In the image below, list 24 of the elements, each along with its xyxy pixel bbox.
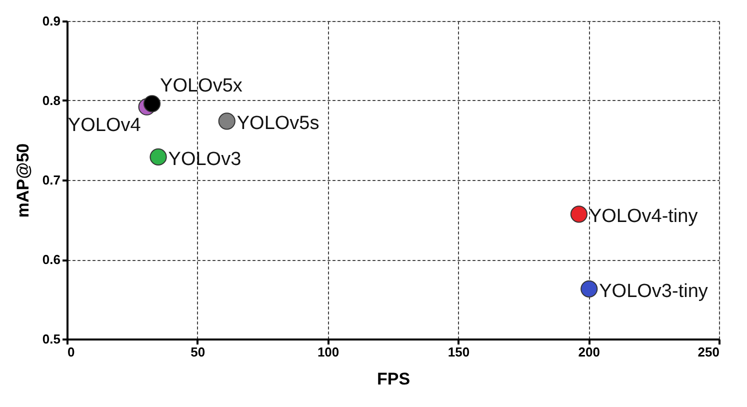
point (580, 280, 598, 298)
x-axis-title: FPS (376, 370, 410, 388)
y-tick-label: 0.8 (42, 93, 60, 108)
point (150, 148, 167, 166)
point (218, 112, 236, 130)
series-label: YOLOv5x (160, 76, 243, 97)
series-label: YOLOv4-tiny (588, 206, 698, 228)
point (570, 206, 588, 223)
series-label: YOLOv5s (236, 113, 320, 134)
y-tick-label: 0.5 (42, 332, 60, 346)
x-tick-label: 0 (68, 344, 75, 360)
y-tick-label: 0.9 (42, 14, 60, 28)
x-tick-label: 250 (698, 344, 720, 360)
x-tick-label: 150 (448, 344, 470, 360)
x-tick-label: 100 (317, 344, 340, 360)
y-tick-label: 0.6 (42, 252, 60, 267)
x-tick-label: 50 (190, 344, 206, 360)
series-label: YOLOv3-tiny (599, 280, 708, 302)
y-axis-title: mAP@50 (13, 143, 32, 218)
series-label: YOLOv4 (68, 114, 142, 136)
point (143, 95, 161, 112)
x-tick-label: 200 (578, 344, 600, 360)
series-label: YOLOv3 (168, 148, 242, 170)
y-tick-label: 0.7 (42, 172, 60, 188)
